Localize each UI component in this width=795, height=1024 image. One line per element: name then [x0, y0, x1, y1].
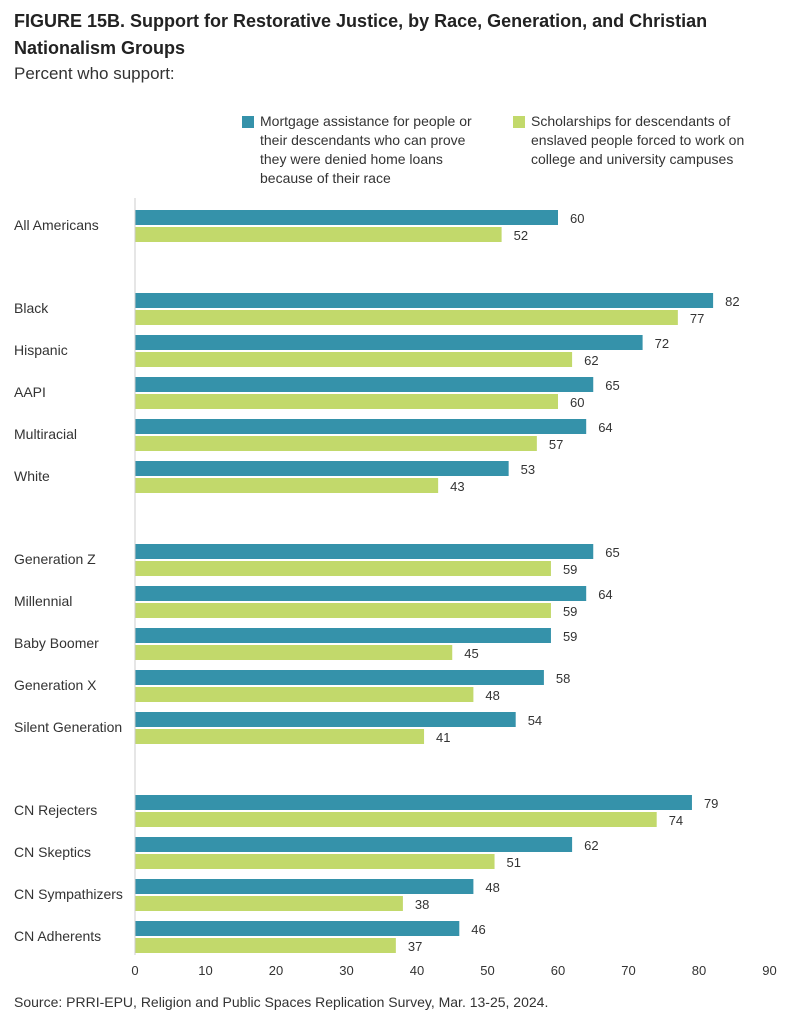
x-tick-label: 90 — [762, 963, 776, 978]
x-tick-label: 30 — [339, 963, 353, 978]
category-label: Multiracial — [14, 426, 77, 442]
bar-mortgage — [135, 712, 516, 727]
bar-scholarships — [135, 603, 551, 618]
data-label: 82 — [725, 294, 739, 309]
data-label: 59 — [563, 604, 577, 619]
category-label: AAPI — [14, 384, 46, 400]
bar-scholarships — [135, 645, 453, 660]
bar-scholarships — [135, 352, 573, 367]
x-tick-label: 20 — [269, 963, 283, 978]
bar-scholarships — [135, 687, 474, 702]
data-label: 72 — [655, 336, 669, 351]
data-label: 64 — [598, 420, 612, 435]
category-label: Millennial — [14, 593, 72, 609]
data-label: 79 — [704, 796, 718, 811]
category-label: Generation X — [14, 677, 97, 693]
data-label: 52 — [514, 228, 528, 243]
x-tick-label: 40 — [410, 963, 424, 978]
bar-mortgage — [135, 419, 587, 434]
data-label: 51 — [507, 855, 521, 870]
data-label: 48 — [485, 880, 499, 895]
bar-scholarships — [135, 938, 396, 953]
bar-scholarships — [135, 478, 439, 493]
legend-swatch-mortgage — [242, 116, 254, 128]
data-label: 43 — [450, 479, 464, 494]
x-tick-label: 10 — [198, 963, 212, 978]
category-label: CN Rejecters — [14, 802, 97, 818]
data-label: 59 — [563, 629, 577, 644]
legend-item-scholarships: Scholarships for descendants of enslaved… — [513, 112, 773, 172]
category-label: CN Sympathizers — [14, 886, 123, 902]
category-label: CN Skeptics — [14, 844, 91, 860]
source-note: Source: PRRI-EPU, Religion and Public Sp… — [14, 994, 549, 1010]
bar-mortgage — [135, 335, 643, 350]
data-label: 62 — [584, 838, 598, 853]
data-label: 37 — [408, 939, 422, 954]
data-label: 59 — [563, 562, 577, 577]
x-tick-label: 50 — [480, 963, 494, 978]
bar-mortgage — [135, 795, 692, 810]
x-tick-label: 0 — [131, 963, 138, 978]
category-label: All Americans — [14, 217, 99, 233]
data-label: 60 — [570, 211, 584, 226]
bar-scholarships — [135, 310, 678, 325]
data-label: 57 — [549, 437, 563, 452]
legend-label-scholarships: Scholarships for descendants of enslaved… — [531, 113, 745, 167]
data-label: 62 — [584, 353, 598, 368]
category-label: Generation Z — [14, 551, 96, 567]
legend-item-mortgage: Mortgage assistance for people or their … — [242, 112, 502, 192]
data-label: 58 — [556, 671, 570, 686]
legend-label-mortgage: Mortgage assistance for people or their … — [260, 113, 472, 186]
bar-scholarships — [135, 227, 502, 242]
bar-mortgage — [135, 837, 573, 852]
bar-scholarships — [135, 854, 495, 869]
bar-mortgage — [135, 377, 594, 392]
bar-mortgage — [135, 921, 460, 936]
category-label: White — [14, 468, 50, 484]
bar-mortgage — [135, 461, 509, 476]
data-label: 64 — [598, 587, 612, 602]
category-label: Silent Generation — [14, 719, 122, 735]
bar-mortgage — [135, 879, 474, 894]
data-label: 60 — [570, 395, 584, 410]
category-label: CN Adherents — [14, 928, 101, 944]
data-label: 41 — [436, 730, 450, 745]
data-label: 53 — [521, 462, 535, 477]
legend-swatch-scholarships — [513, 116, 525, 128]
data-label: 48 — [485, 688, 499, 703]
bar-mortgage — [135, 544, 594, 559]
bar-scholarships — [135, 561, 551, 576]
data-label: 77 — [690, 311, 704, 326]
bar-scholarships — [135, 436, 537, 451]
x-tick-label: 70 — [621, 963, 635, 978]
category-label: Hispanic — [14, 342, 68, 358]
data-label: 65 — [605, 545, 619, 560]
bar-mortgage — [135, 210, 558, 225]
bar-chart: All Americans 60 52 Black 82 77 Hispanic 72 62 AA… — [14, 198, 777, 978]
bar-scholarships — [135, 729, 425, 744]
data-label: 45 — [464, 646, 478, 661]
data-label: 46 — [471, 922, 485, 937]
chart-subtitle: Percent who support: — [14, 64, 175, 83]
bar-scholarships — [135, 896, 403, 911]
chart-title: FIGURE 15B. Support for Restorative Just… — [14, 11, 708, 58]
data-label: 54 — [528, 713, 542, 728]
bar-scholarships — [135, 394, 558, 409]
x-tick-label: 60 — [551, 963, 565, 978]
data-label: 74 — [669, 813, 683, 828]
x-tick-label: 80 — [692, 963, 706, 978]
category-label: Baby Boomer — [14, 635, 99, 651]
data-label: 65 — [605, 378, 619, 393]
bar-mortgage — [135, 670, 544, 685]
category-label: Black — [14, 300, 49, 316]
bar-scholarships — [135, 812, 657, 827]
bar-mortgage — [135, 628, 551, 643]
bar-mortgage — [135, 586, 587, 601]
bar-mortgage — [135, 293, 714, 308]
data-label: 38 — [415, 897, 429, 912]
